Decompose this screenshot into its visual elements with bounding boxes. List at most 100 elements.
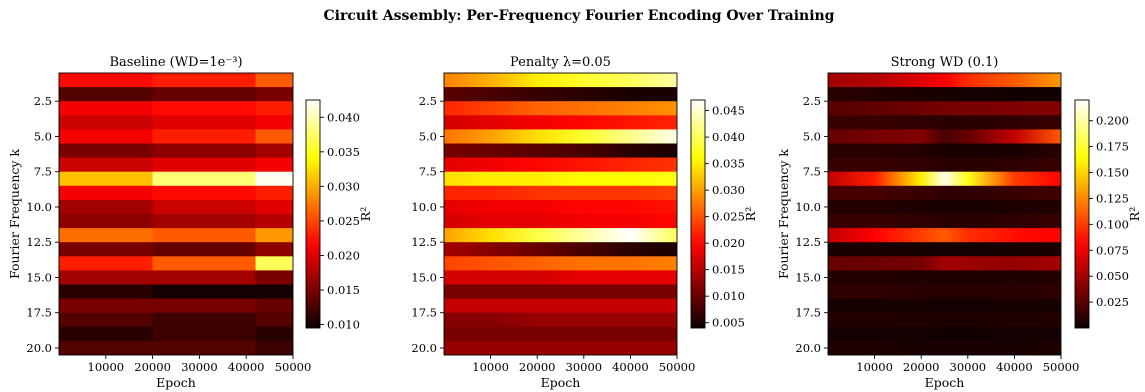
colorbar-tick-label: 0.025 (712, 210, 745, 224)
y-tick-label: 17.5 (26, 306, 52, 320)
heatmap-row-k8 (59, 171, 293, 187)
y-tick-label: 20.0 (26, 341, 52, 355)
x-tick-label: 20000 (519, 360, 556, 374)
colorbar-tick-label: 0.005 (712, 316, 745, 330)
colorbar-tick-label: 0.200 (1096, 114, 1129, 128)
y-tick-label: 12.5 (795, 235, 821, 249)
heatmap-cells (59, 73, 293, 355)
heatmap-row-k18 (828, 312, 1061, 328)
heatmap-row-k11 (828, 214, 1061, 229)
heatmap-row-k20 (828, 340, 1061, 355)
heatmap-row-k17 (444, 298, 677, 314)
colorbar-tick-label: 0.035 (712, 157, 745, 171)
axes-frame (827, 72, 1062, 356)
y-tick-label: 10.0 (411, 200, 437, 214)
colorbar-tick-label: 0.010 (712, 289, 745, 303)
heatmap-row-k14 (444, 256, 677, 271)
axes-frame (443, 72, 678, 356)
heatmap-row-k19 (444, 326, 677, 342)
colorbar-tick-label: 0.050 (1096, 269, 1129, 283)
colorbar-tick-label: 0.045 (712, 104, 745, 118)
heatmap-row-k16 (828, 284, 1061, 300)
colorbar-tick-label: 0.020 (327, 248, 360, 262)
heatmap-panel-3: Strong WD (0.1) 10000 20000 30000 40000 50000… (776, 55, 1142, 390)
y-tick-label: 15.0 (795, 270, 821, 284)
heatmap-row-k3 (828, 101, 1061, 116)
colorbar-tick-label: 0.040 (327, 110, 360, 124)
y-tick-label: 2.5 (34, 94, 52, 108)
colorbar-tick-label: 0.030 (712, 183, 745, 197)
heatmap-row-k13 (59, 242, 293, 257)
colorbar-tick-label: 0.035 (327, 145, 360, 159)
heatmap-row-k13 (828, 242, 1061, 257)
heatmap-row-k10 (59, 199, 293, 215)
x-tick-label: 50000 (659, 360, 696, 374)
panel-title: Strong WD (0.1) (891, 55, 999, 70)
y-tick-label: 17.5 (411, 306, 437, 320)
heatmap-row-k6 (59, 143, 293, 159)
heatmap-row-k6 (444, 143, 677, 159)
heatmap-row-k19 (828, 326, 1061, 342)
colorbar-gradient (1075, 100, 1089, 328)
colorbar-tick-label: 0.150 (1096, 166, 1129, 180)
colorbar-frame (690, 99, 706, 329)
y-tick-label: 5.0 (34, 129, 52, 143)
figure-title: Circuit Assembly: Per-Frequency Fourier … (324, 8, 835, 24)
heatmap-row-k16 (59, 284, 293, 300)
heatmap-cells (828, 73, 1061, 355)
x-tick-label: 10000 (856, 360, 893, 374)
y-tick-label: 2.5 (803, 94, 821, 108)
heatmap-row-k1 (59, 73, 293, 88)
x-tick-label: 20000 (134, 360, 171, 374)
heatmap-row-k5 (59, 129, 293, 144)
panels: Baseline (WD=1e⁻³) 10000 20000 30000 40000 50… (7, 55, 1142, 390)
heatmap-row-k2 (59, 87, 293, 102)
heatmap-row-k7 (444, 157, 677, 173)
colorbar-tick-label: 0.025 (327, 214, 360, 228)
colorbar-gradient (306, 100, 320, 328)
heatmap-row-k9 (59, 185, 293, 201)
y-tick-label: 12.5 (26, 235, 52, 249)
heatmap-row-k12 (828, 228, 1061, 243)
heatmap-row-k14 (828, 256, 1061, 271)
x-tick-label: 50000 (1043, 360, 1080, 374)
y-axis-label: Fourier Frequency k (776, 149, 791, 279)
heatmap-row-k1 (444, 73, 677, 88)
x-tick-label: 30000 (950, 360, 987, 374)
panel-title: Penalty λ=0.05 (510, 55, 611, 70)
y-tick-label: 20.0 (411, 341, 437, 355)
heatmap-row-k15 (59, 270, 293, 285)
heatmap-row-k5 (444, 129, 677, 144)
heatmap-row-k17 (828, 298, 1061, 314)
heatmap-row-k7 (59, 157, 293, 173)
colorbar-tick-label: 0.015 (712, 263, 745, 277)
heatmap-row-k20 (59, 340, 293, 355)
colorbar-label: R² (1127, 207, 1142, 221)
heatmap-row-k9 (444, 185, 677, 201)
x-tick-label: 50000 (275, 360, 312, 374)
colorbar-tick-label: 0.040 (712, 130, 745, 144)
colorbar-frame (305, 99, 321, 329)
y-tick-label: 10.0 (26, 200, 52, 214)
colorbar-tick-label: 0.010 (327, 318, 360, 332)
heatmap-row-k12 (444, 228, 677, 243)
axes-frame (58, 72, 294, 356)
heatmap-row-k7 (828, 157, 1061, 173)
x-tick-label: 40000 (996, 360, 1033, 374)
heatmap-row-k16 (444, 284, 677, 300)
heatmap-row-k11 (444, 214, 677, 229)
y-axis-label: Fourier Frequency k (7, 149, 22, 279)
x-axis-label: Epoch (541, 375, 581, 390)
heatmap-row-k18 (59, 312, 293, 328)
heatmap-row-k4 (444, 115, 677, 130)
x-axis-label: Epoch (925, 375, 965, 390)
y-tick-label: 15.0 (26, 270, 52, 284)
colorbar-gradient (691, 100, 705, 328)
y-tick-label: 5.0 (419, 129, 437, 143)
colorbar-tick-label: 0.100 (1096, 217, 1129, 231)
y-tick-label: 7.5 (803, 165, 821, 179)
y-tick-label: 17.5 (795, 306, 821, 320)
heatmap-row-k12 (59, 228, 293, 243)
heatmap-row-k4 (828, 115, 1061, 130)
